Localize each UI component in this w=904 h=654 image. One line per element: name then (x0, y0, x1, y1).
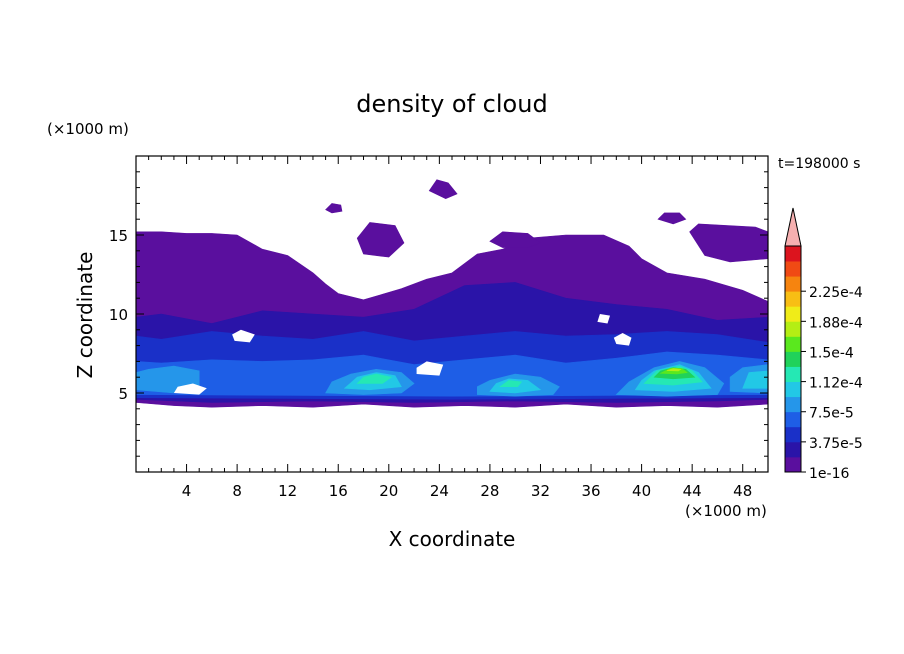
cloud-gap (597, 314, 610, 324)
contour-region-level-0 (325, 203, 343, 214)
y-axis-label: Z coordinate (73, 252, 97, 379)
colorbar-label: 1.5e-4 (809, 345, 854, 361)
contour-region-level-3 (136, 351, 768, 397)
colorbar-swatch (785, 441, 801, 458)
colorbar-frame (784, 245, 802, 473)
colorbar-swatch (785, 276, 801, 292)
colorbar-swatch (785, 456, 801, 473)
colorbar-swatch (785, 261, 801, 277)
x-axis-unit: (×1000 m) (685, 502, 767, 520)
x-tick-label: 28 (480, 482, 499, 500)
contour-region-level-6 (499, 380, 523, 388)
contour-region-level-0 (489, 231, 542, 248)
colorbar-label: 7.5e-5 (809, 406, 854, 422)
x-tick-label: 36 (581, 482, 600, 500)
x-tick-label: 16 (329, 482, 348, 500)
contour-region-level-9 (666, 368, 682, 372)
colorbar-swatch (785, 411, 801, 428)
cloud-gap (232, 329, 255, 343)
colorbar-swatch (785, 246, 801, 262)
colorbar-label: 3.75e-5 (809, 436, 863, 452)
x-tick-label: 44 (683, 482, 702, 500)
contour-region-level-0 (356, 222, 405, 258)
time-label: t=198000 s (778, 156, 860, 172)
colorbar-swatch (785, 366, 801, 382)
y-tick-label: 15 (109, 227, 128, 245)
colorbar-label: 1.88e-4 (809, 315, 863, 331)
contour-region-level-0 (689, 223, 768, 263)
colorbar-swatch (785, 291, 801, 307)
cloud-gap (613, 333, 632, 346)
contour-region-level-0 (657, 212, 687, 225)
plot-frame (135, 155, 769, 473)
x-tick-label: 4 (182, 482, 192, 500)
colorbar-swatch (785, 336, 801, 352)
contour-region-level-5 (742, 370, 768, 389)
x-axis-ticks: 4 8 12 16 20 24 28 32 36 40 44 48 (148, 156, 756, 500)
colorbar-label: 1.12e-4 (809, 376, 863, 392)
colorbar-swatch (785, 306, 801, 322)
cloud-gap (416, 361, 444, 376)
colorbar: 1e-16 3.75e-5 7.5e-5 1.12e-4 1.5e-4 1.88e-4 2.… (784, 207, 863, 482)
colorbar-swatch (785, 381, 801, 398)
x-tick-label: 20 (379, 482, 398, 500)
colorbar-swatch (785, 396, 801, 413)
x-tick-label: 24 (430, 482, 449, 500)
y-axis-unit: (×1000 m) (47, 120, 129, 138)
x-tick-label: 48 (733, 482, 752, 500)
colorbar-label: 1e-16 (809, 466, 849, 482)
x-tick-label: 12 (278, 482, 297, 500)
y-tick-label: 10 (109, 306, 128, 324)
colorbar-extend-arrow (784, 207, 802, 247)
x-tick-label: 32 (531, 482, 550, 500)
colorbar-label: 2.25e-4 (809, 285, 863, 301)
x-tick-label: 40 (632, 482, 651, 500)
contour-region-level-6 (356, 373, 393, 384)
chart-title: density of cloud (356, 90, 547, 118)
y-axis-ticks: 5 10 15 (109, 171, 768, 457)
contour-fills (136, 179, 768, 408)
y-tick-label: 5 (118, 385, 128, 403)
x-tick-label: 8 (232, 482, 242, 500)
contour-region-level-0 (428, 179, 458, 200)
colorbar-swatch (785, 321, 801, 337)
x-axis-label: X coordinate (389, 527, 516, 551)
cloud-gap (173, 383, 207, 395)
colorbar-swatch (785, 426, 801, 443)
colorbar-swatch (785, 351, 801, 367)
